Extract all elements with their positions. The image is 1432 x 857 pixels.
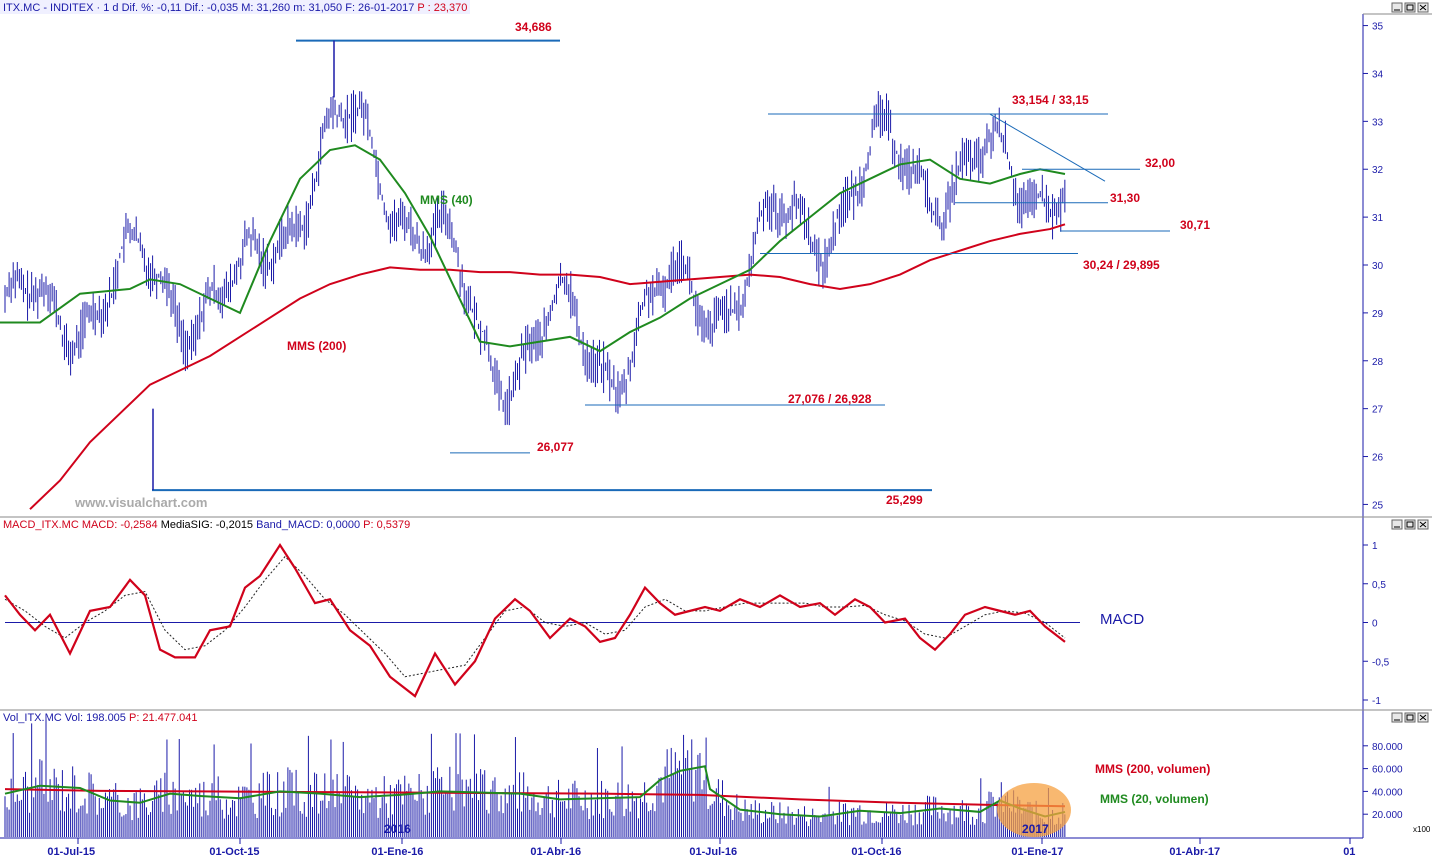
price-panel: 25 26 27 28 29 30 31 32 33 34 35 34,686 33,154 / 33,…	[0, 20, 1384, 511]
price-header-price: P : 23,370	[417, 2, 467, 14]
level-label: 30,24 / 29,895	[1083, 258, 1160, 272]
x-tick-label: 01-Abr-16	[530, 846, 581, 857]
x-tick-label: 01-Jul-16	[689, 846, 737, 857]
price-y-tick-label: 27	[1372, 405, 1384, 416]
price-y-tick-label: 31	[1372, 213, 1384, 224]
year-label-2016: 2016	[384, 822, 411, 836]
price-y-tick-label: 32	[1372, 165, 1384, 176]
level-label: 32,00	[1145, 156, 1175, 170]
svg-text:MACD_ITX.MC MACD: -0,2584 Medi: MACD_ITX.MC MACD: -0,2584 MediaSIG: -0,2…	[3, 519, 410, 531]
macd-y-tick-label: -0,5	[1372, 657, 1390, 668]
ma200-label: MMS (200)	[287, 339, 346, 353]
price-y-tick-label: 30	[1372, 261, 1384, 272]
x-tick-label: 01	[1343, 846, 1355, 857]
vol-header-vol: Vol: 198.005	[65, 712, 126, 724]
price-window-controls[interactable]	[1391, 2, 1429, 13]
price-y-tick-label: 33	[1372, 117, 1384, 128]
macd-label: MACD	[1100, 611, 1144, 628]
price-header-symbol: ITX.MC - INDITEX	[3, 2, 94, 14]
price-header-high: M: 31,260	[241, 2, 290, 14]
macd-y-tick-label: 0,5	[1372, 580, 1386, 591]
price-header-period: 1 d	[103, 2, 118, 14]
macd-header-name: MACD_ITX.MC	[3, 519, 79, 531]
macd-header-signal: MediaSIG: -0,2015	[161, 519, 253, 531]
macd-y-tick-label: 0	[1372, 619, 1378, 630]
x-tick-label: 01-Jul-15	[47, 846, 95, 857]
ma200-line	[29, 223, 1066, 510]
price-header-change: Dif.: -0,035	[184, 2, 238, 14]
x-tick-label: 01-Ene-17	[1011, 846, 1063, 857]
level-label: 27,076 / 26,928	[788, 392, 872, 406]
macd-y-tick-label: 1	[1372, 541, 1378, 552]
level-label: 26,077	[537, 440, 574, 454]
price-header-date: F: 26-01-2017	[345, 2, 414, 14]
vol-y-tick-label: 20.000	[1372, 810, 1403, 821]
trendline	[989, 113, 1106, 182]
macd-header-band: Band_MACD: 0,0000	[256, 519, 360, 531]
level-label: 34,686	[515, 20, 552, 34]
price-y-tick-label: 28	[1372, 357, 1384, 368]
price-y-tick-label: 26	[1372, 453, 1384, 464]
vol-ma20-line	[4, 765, 1066, 818]
price-header-low: m: 31,050	[293, 2, 342, 14]
volume-panel: 80.000 60.000 40.000 20.000	[4, 719, 1403, 837]
ma40-label: MMS (40)	[420, 193, 473, 207]
macd-panel: 1 0,5 0 -0,5 -1	[4, 541, 1390, 707]
macd-line	[4, 542, 1066, 698]
price-y-tick-label: 35	[1372, 22, 1384, 33]
level-label: 25,299	[886, 493, 923, 507]
price-y-tick-label: 29	[1372, 309, 1384, 320]
macd-signal-line	[4, 555, 1066, 678]
highlight-circle	[997, 783, 1071, 837]
macd-window-controls[interactable]	[1391, 519, 1429, 530]
vol-ma200-line	[4, 788, 1066, 808]
price-header-change-pct: Dif. %: -0,11	[122, 2, 182, 14]
price-y-tick-label: 25	[1372, 500, 1384, 511]
x-tick-label: 01-Abr-17	[1169, 846, 1220, 857]
vol-y-tick-label: 60.000	[1372, 765, 1403, 776]
svg-text:ITX.MC - INDITEX · 1 d Dif. %:: ITX.MC - INDITEX · 1 d Dif. %: -0,11 Dif…	[3, 2, 467, 14]
macd-header-macd: MACD: -0,2584	[82, 519, 158, 531]
volume-window-controls[interactable]	[1391, 712, 1429, 723]
vol-ma200-label: MMS (200, volumen)	[1095, 762, 1210, 776]
macd-header-price: P: 0,5379	[363, 519, 410, 531]
year-label-2017: 2017	[1022, 822, 1049, 836]
macd-y-tick-label: -1	[1372, 696, 1381, 707]
vol-y-tick-label: 40.000	[1372, 787, 1403, 798]
vol-header-name: Vol_ITX.MC	[3, 712, 62, 724]
level-label: 30,71	[1180, 218, 1210, 232]
price-y-tick-label: 34	[1372, 69, 1384, 80]
level-label: 31,30	[1110, 191, 1140, 205]
x-tick-label: 01-Oct-16	[851, 846, 901, 857]
watermark: www.visualchart.com	[74, 495, 207, 510]
vol-scale-note: x100	[1413, 825, 1431, 834]
level-label: 33,154 / 33,15	[1012, 93, 1089, 107]
svg-text:Vol_ITX.MC Vol: 198.005 P: 21.: Vol_ITX.MC Vol: 198.005 P: 21.477.041	[3, 712, 198, 724]
vol-ma20-label: MMS (20, volumen)	[1100, 792, 1209, 806]
ma40-line	[0, 144, 1066, 353]
vol-header-price: P: 21.477.041	[129, 712, 198, 724]
x-tick-label: 01-Ene-16	[371, 846, 423, 857]
x-tick-label: 01-Oct-15	[209, 846, 259, 857]
vol-y-tick-label: 80.000	[1372, 742, 1403, 753]
